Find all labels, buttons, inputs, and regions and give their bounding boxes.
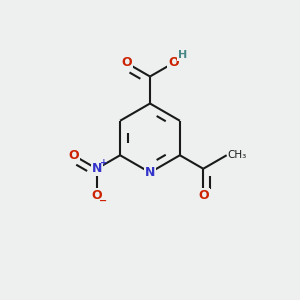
Text: N: N <box>145 166 155 179</box>
Text: CH₃: CH₃ <box>227 150 247 160</box>
Text: O: O <box>121 56 132 70</box>
Text: +: + <box>100 158 107 166</box>
Text: H: H <box>178 50 187 61</box>
Text: N: N <box>92 162 102 175</box>
Text: O: O <box>92 189 102 202</box>
Text: O: O <box>198 189 208 202</box>
Text: O: O <box>168 56 179 70</box>
Text: −: − <box>99 196 107 206</box>
Text: O: O <box>68 149 79 162</box>
